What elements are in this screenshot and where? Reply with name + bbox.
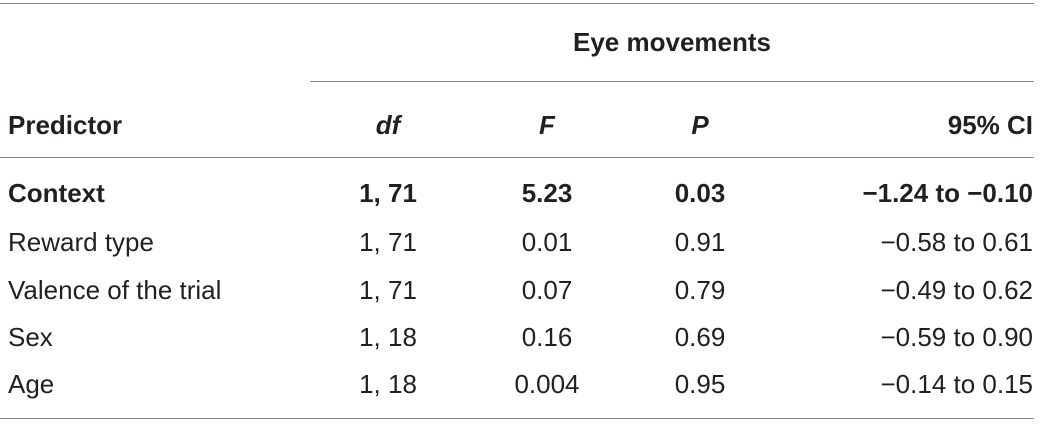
table-row-f: 0.004: [514, 369, 580, 399]
table-row-predictor: Age: [8, 369, 55, 399]
table-row-ci: −0.58 to 0.61: [880, 227, 1033, 257]
group-header-rule: [310, 81, 1034, 82]
top-rule: [0, 3, 1034, 4]
table-row-ci: −0.49 to 0.62: [880, 275, 1033, 305]
header-df: df: [375, 110, 401, 140]
table-row-ci: −0.59 to 0.90: [880, 322, 1033, 352]
header-95-ci: 95% CI: [947, 110, 1033, 140]
table-row-predictor: Sex: [8, 322, 53, 352]
table-row-p: 0.79: [674, 275, 726, 305]
header-predictor: Predictor: [8, 110, 123, 140]
table-row-df: 1, 18: [359, 322, 417, 352]
table-row-df: 1, 18: [359, 369, 417, 399]
table-row-p: 0.95: [674, 369, 726, 399]
table-row-p: 0.91: [674, 227, 726, 257]
table-row-ci: −0.14 to 0.15: [880, 369, 1033, 399]
bottom-rule: [0, 418, 1034, 419]
table-row-ci: −1.24 to −0.10: [862, 178, 1033, 208]
header-rule: [0, 157, 1034, 158]
table-row-df: 1, 71: [359, 227, 417, 257]
table-row-f: 5.23: [521, 178, 573, 208]
header-p: P: [691, 110, 709, 140]
group-header-eye-movements: Eye movements: [573, 27, 771, 57]
table-row-f: 0.07: [521, 275, 573, 305]
table-row-p: 0.69: [674, 322, 726, 352]
table-row-df: 1, 71: [359, 178, 417, 208]
table-row-f: 0.16: [521, 322, 573, 352]
table-row-f: 0.01: [521, 227, 573, 257]
table-row-predictor: Valence of the trial: [8, 275, 222, 305]
header-f: F: [539, 110, 555, 140]
table-row-predictor: Reward type: [8, 227, 154, 257]
table-row-df: 1, 71: [359, 275, 417, 305]
table-row-p: 0.03: [674, 178, 726, 208]
table-row-predictor: Context: [8, 178, 105, 208]
